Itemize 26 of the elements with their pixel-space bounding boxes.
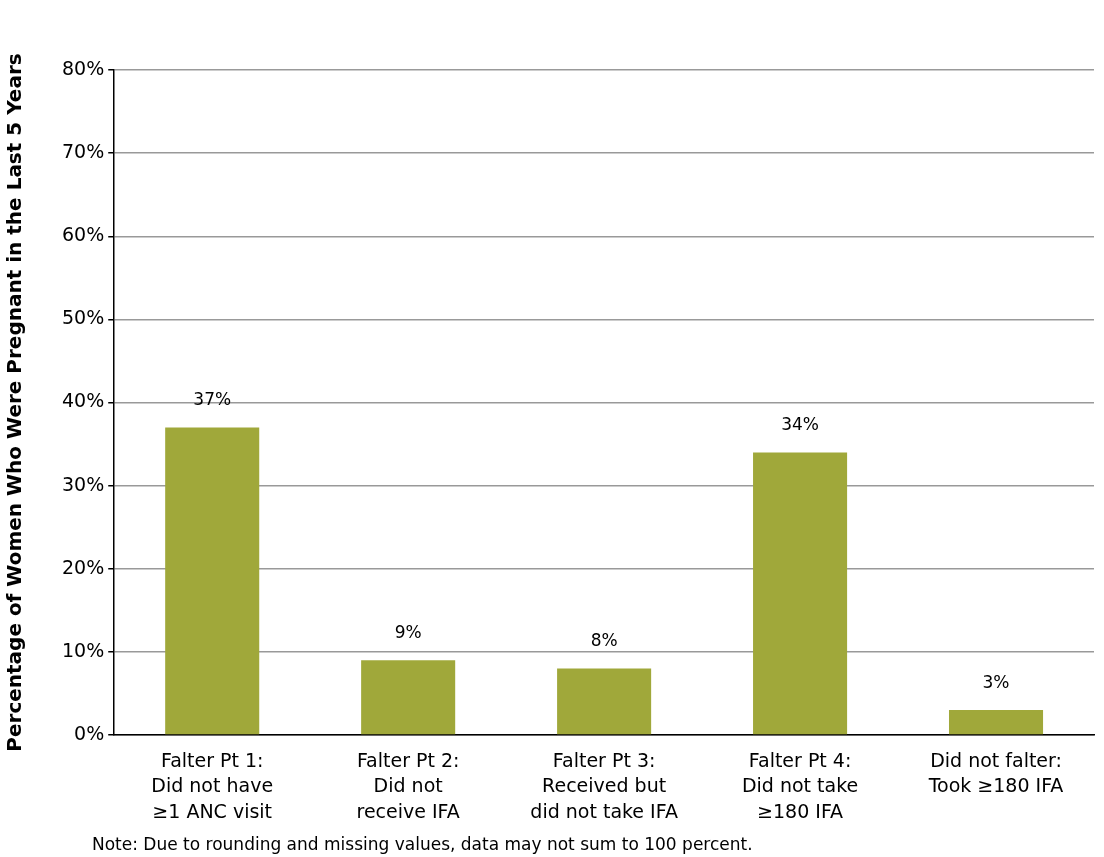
bar xyxy=(165,427,260,735)
x-tick-label: Falter Pt 4: Did not take ≥180 IFA xyxy=(741,748,859,823)
y-tick-label: 70% xyxy=(62,140,105,163)
data-label: 8% xyxy=(590,630,618,651)
data-label: 9% xyxy=(394,622,422,643)
x-tick-label: Falter Pt 1: Did not have ≥1 ANC visit xyxy=(151,748,274,823)
y-tick-label: 20% xyxy=(62,555,105,578)
x-tick-label: Did not falter: Took ≥180 IFA xyxy=(927,748,1064,797)
y-tick-label: 0% xyxy=(74,721,105,744)
data-label: 37% xyxy=(193,389,232,410)
y-axis-title: Percentage of Women Who Were Pregnant in the Last 5 Years xyxy=(2,53,27,752)
bar xyxy=(753,452,848,735)
bar xyxy=(948,710,1044,735)
y-tick-label: 40% xyxy=(62,389,105,412)
y-tick-label: 60% xyxy=(62,223,105,246)
data-label: 3% xyxy=(982,672,1010,693)
y-tick-label: 30% xyxy=(62,472,105,495)
y-tick-label: 50% xyxy=(62,306,105,329)
bar xyxy=(361,660,456,735)
x-tick-label: Falter Pt 3: Received but did not take IFA xyxy=(530,748,678,823)
text: Note: Due to rounding and missing values, data may not sum to 100 percent. xyxy=(92,834,753,854)
y-tick-label: 10% xyxy=(62,638,105,661)
y-tick-label: 80% xyxy=(62,56,105,79)
data-label: 34% xyxy=(781,414,819,435)
x-tick-label: Falter Pt 2: Did not receive IFA xyxy=(356,748,460,823)
bar xyxy=(557,668,652,735)
